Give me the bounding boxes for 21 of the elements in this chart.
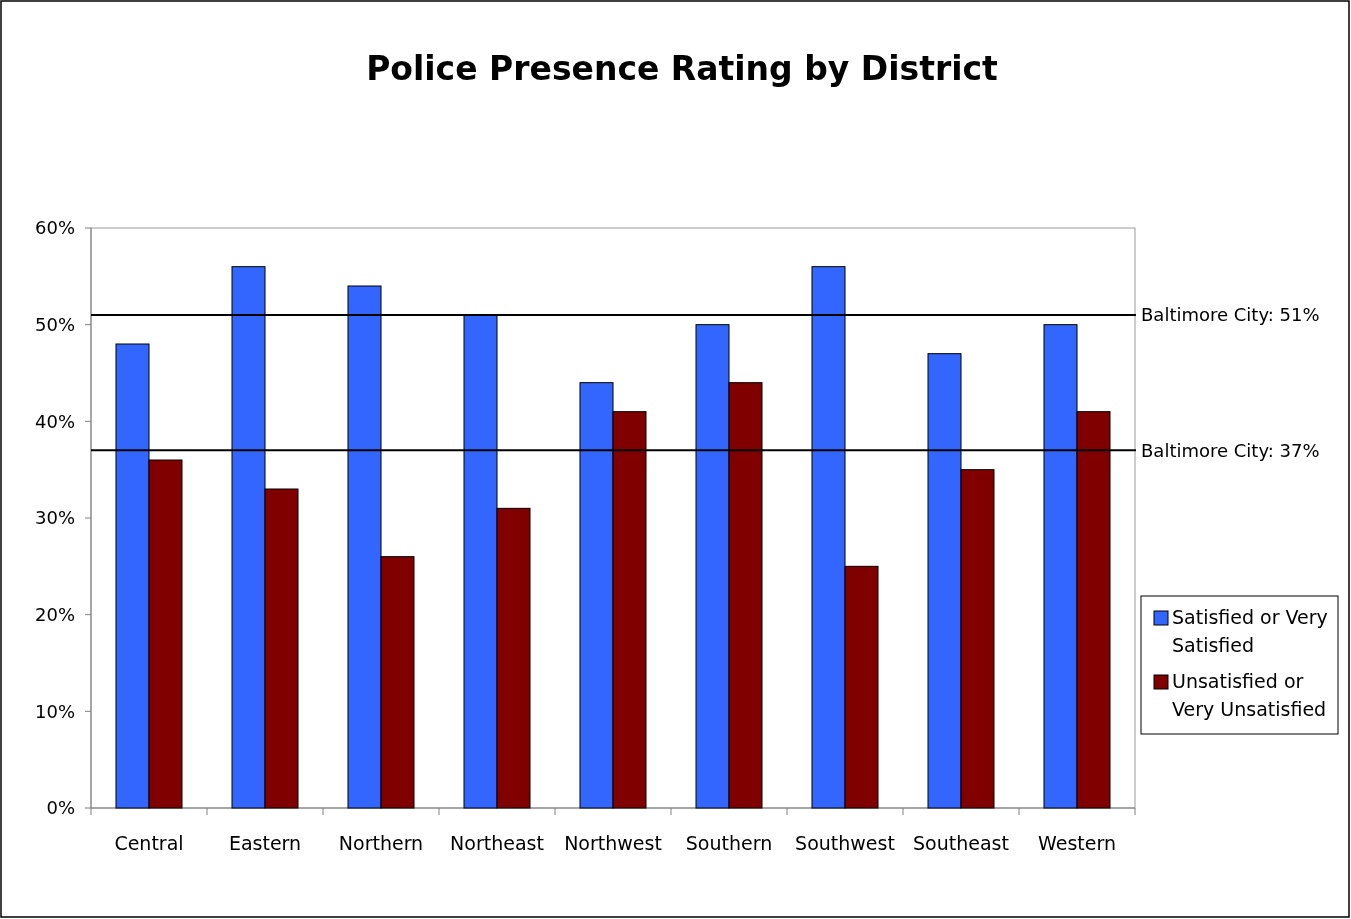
legend-label: Unsatisfied or Very Unsatisfied (1172, 670, 1327, 720)
legend-label: Satisfied or Very Satisfied (1172, 606, 1328, 656)
x-tick-label: Northern (338, 832, 424, 854)
x-tick-label: Northwest (564, 832, 662, 854)
y-tick-label: 10% (34, 700, 75, 722)
y-tick-label: 30% (34, 507, 75, 529)
y-tick-label: 20% (34, 603, 75, 625)
ref-line-label: Baltimore City: 37% (1141, 439, 1320, 461)
ref-line-label: Baltimore City: 51% (1141, 304, 1320, 326)
y-tick-label: 40% (34, 410, 75, 432)
y-tick-label: 0% (46, 797, 75, 819)
x-tick-label: Central (114, 832, 184, 854)
x-tick-label: Western (1038, 832, 1116, 854)
x-tick-label: Southern (685, 832, 773, 854)
x-tick-label: Northeast (450, 832, 544, 854)
x-tick-label: Southeast (913, 832, 1009, 854)
y-tick-label: 50% (34, 313, 75, 335)
chart-title: Police Presence Rating by District (366, 49, 999, 88)
x-tick-label: Southwest (795, 832, 895, 854)
y-tick-label: 60% (34, 217, 75, 239)
x-tick-label: Eastern (228, 832, 302, 854)
